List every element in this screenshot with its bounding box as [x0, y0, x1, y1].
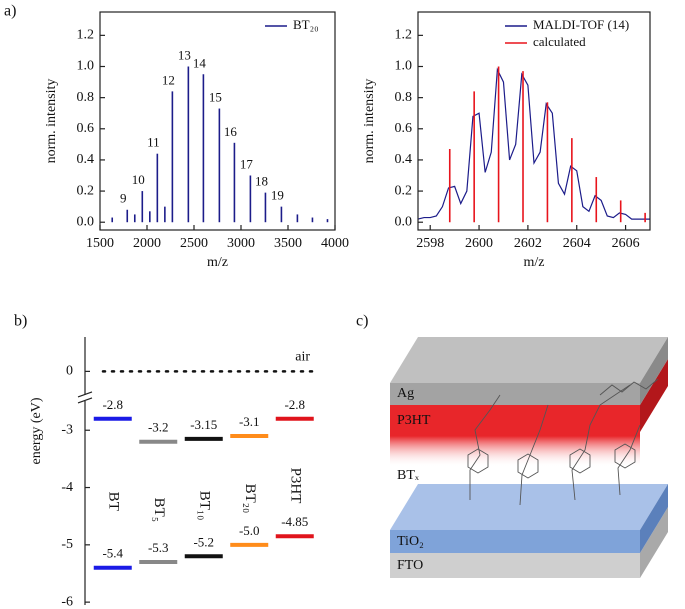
molecules	[467, 378, 659, 506]
x-axis-label: m/z	[524, 255, 545, 270]
y-tick-label: 0.4	[77, 152, 95, 167]
y-tick-label: -6	[61, 594, 73, 609]
fto-layer	[390, 553, 640, 578]
level-label: -4.85	[281, 514, 308, 529]
y-axis-label: norm. intensity	[44, 79, 59, 164]
material-label: BT₂₀	[242, 484, 258, 514]
y-tick-label: -5	[61, 537, 73, 552]
level-label: -3.2	[148, 420, 169, 435]
y-tick-label: 0.0	[395, 214, 413, 229]
line	[417, 67, 650, 220]
level-label: -2.8	[284, 397, 305, 412]
device-diagram: Ag P3HT BTₓ TiO₂ FTO	[390, 337, 668, 578]
peak-label: 10	[132, 172, 145, 187]
y-tick-label: 0.6	[395, 121, 413, 136]
material-label: P3HT	[287, 468, 303, 504]
axis-break	[77, 391, 93, 398]
peak-label: 16	[224, 124, 238, 139]
axis-break	[77, 397, 93, 404]
x-tick-label: 2600	[465, 236, 493, 251]
level-label: -3.1	[239, 414, 260, 429]
level-label: -5.4	[102, 546, 123, 561]
x-tick-label: 2598	[416, 236, 444, 251]
layer-label: FTO	[397, 558, 423, 573]
panel-label: c)	[356, 313, 368, 330]
layer-label: P3HT	[397, 413, 431, 428]
peak-label: 19	[271, 188, 284, 203]
reference-label: air	[295, 350, 310, 365]
plot-frame	[99, 11, 336, 231]
material-label: BT	[105, 492, 121, 511]
y-tick-label: 0.0	[77, 214, 95, 229]
x-tick-label: 1500	[86, 236, 114, 251]
y-tick-label: 0	[66, 364, 73, 379]
peak-label: 14	[193, 55, 207, 70]
peak-label: 9	[120, 191, 127, 206]
legend-label: MALDI-TOF (14)	[533, 17, 629, 32]
peak-label: 17	[240, 156, 254, 171]
x-tick-label: 2000	[133, 236, 161, 251]
y-tick-label: -4	[61, 480, 73, 495]
plot-frame	[417, 11, 651, 231]
material-label: BT₁₀	[196, 491, 212, 521]
y-axis-label: energy (eV)	[29, 397, 44, 464]
ag-layer	[390, 383, 640, 405]
p3ht-layer	[390, 405, 640, 467]
y-tick-label: 0.2	[395, 183, 413, 198]
ag-top	[390, 337, 668, 383]
x-tick-label: 2602	[514, 236, 542, 251]
fto-side	[640, 507, 668, 578]
y-tick-label: 1.2	[395, 28, 413, 43]
y-tick-label: 1.0	[395, 59, 413, 74]
peak-label: 18	[255, 174, 268, 189]
x-tick-label: 3500	[274, 236, 302, 251]
peak-label: 12	[162, 72, 175, 87]
y-tick-label: 0.6	[77, 121, 95, 136]
level-label: -5.3	[148, 540, 169, 555]
p3ht-side	[640, 359, 668, 432]
material-label: BT₅	[151, 498, 167, 522]
y-tick-label: -3	[61, 422, 73, 437]
legend-label: calculated	[533, 34, 586, 49]
tio2-layer	[390, 530, 640, 553]
x-tick-label: 2604	[563, 236, 591, 251]
legend-label: BT₂₀	[293, 17, 319, 32]
x-tick-label: 2500	[180, 236, 208, 251]
level-label: -5.0	[239, 523, 260, 538]
peak-label: 13	[178, 47, 191, 62]
layer-label: TiO₂	[397, 534, 424, 549]
peak-label: 15	[209, 90, 222, 105]
y-tick-label: 1.0	[77, 59, 95, 74]
level-label: -3.15	[190, 417, 217, 432]
x-tick-label: 3000	[227, 236, 255, 251]
y-tick-label: 0.2	[77, 183, 95, 198]
layer-label: BTₓ	[397, 468, 420, 483]
y-axis-label: norm. intensity	[362, 79, 377, 164]
panel-label: a)	[4, 3, 16, 20]
tio2-side	[640, 484, 668, 553]
level-label: -2.8	[102, 397, 123, 412]
layer-label: Ag	[397, 386, 414, 401]
x-tick-label: 4000	[321, 236, 349, 251]
y-tick-label: 0.8	[77, 90, 95, 105]
x-tick-label: 2606	[612, 236, 640, 251]
peak-label: 11	[147, 135, 160, 150]
y-tick-label: 0.4	[395, 152, 413, 167]
level-label: -5.2	[193, 534, 214, 549]
tio2-top	[390, 484, 668, 530]
panel-label: b)	[14, 313, 27, 330]
y-tick-label: 1.2	[77, 28, 95, 43]
y-tick-label: 0.8	[395, 90, 413, 105]
x-axis-label: m/z	[207, 255, 228, 270]
